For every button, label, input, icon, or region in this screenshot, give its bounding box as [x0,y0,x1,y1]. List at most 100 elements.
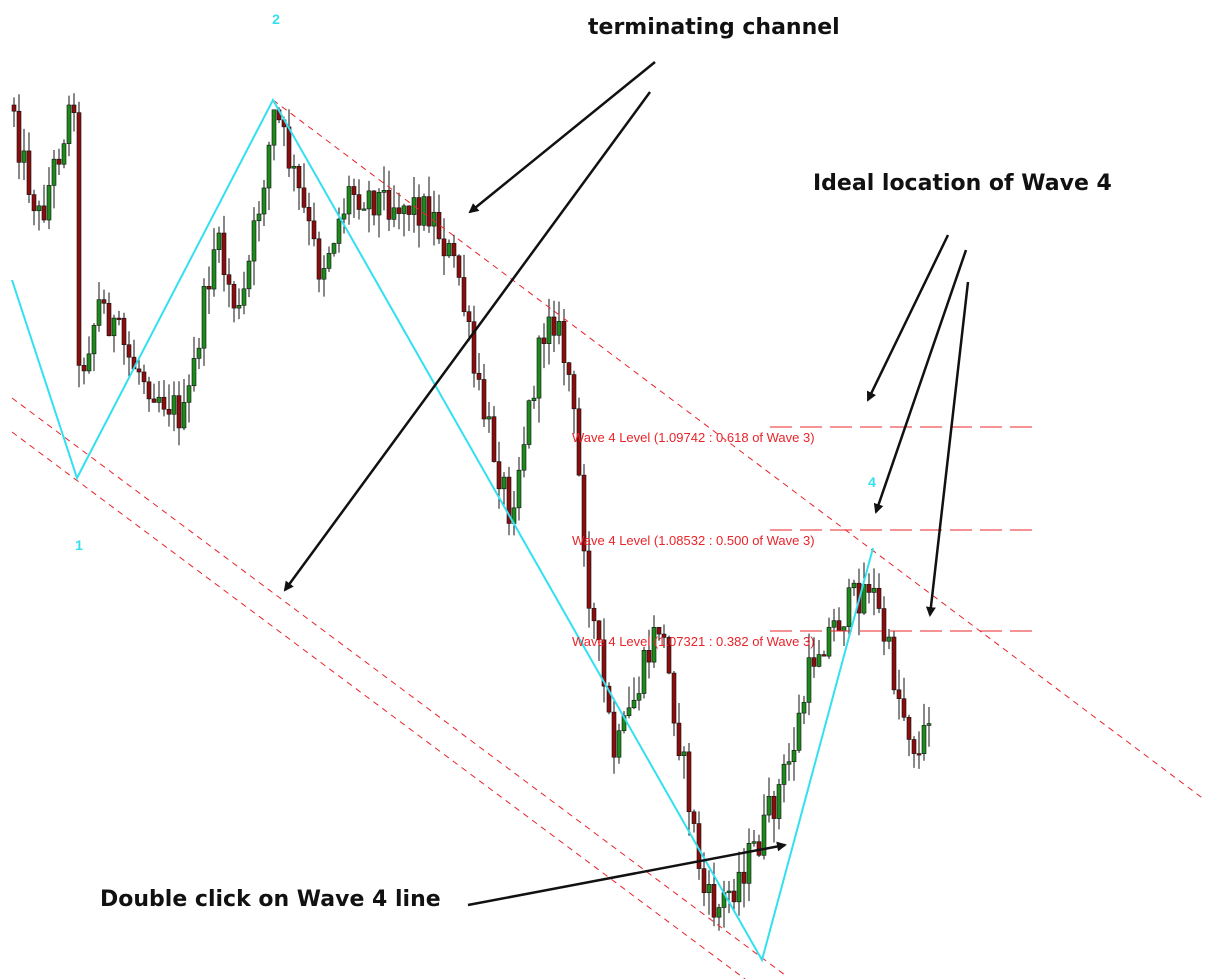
candle-body [416,197,422,226]
candle-body [36,205,42,212]
candle-body [231,284,237,309]
candle-body [351,186,357,195]
annotation: Double click on Wave 4 line [100,887,441,912]
candle-body [886,636,892,642]
candle-body [341,213,347,220]
candle-body [541,337,547,344]
candle-body [531,397,537,401]
level-label: Wave 4 Level (1.07321 : 0.382 of Wave 3) [572,634,815,649]
candle-body [176,395,182,429]
candle-body [446,243,452,257]
candle-body [186,385,192,403]
candle-body [66,104,72,144]
candle-body [866,584,872,593]
candle-body [61,143,67,165]
level-label: Wave 4 Level (1.08532 : 0.500 of Wave 3) [572,533,815,548]
candle-body [751,841,757,844]
candle-body [561,321,567,363]
candle-body [41,205,47,221]
candle-body [471,321,477,374]
candle-body [811,657,817,667]
candle-body [391,207,397,220]
candle-body [881,608,887,642]
candle-body [241,288,247,306]
candle-body [626,707,632,716]
candle-body [761,814,767,856]
candle-body [21,150,27,163]
arrow [866,234,950,402]
candle-body [791,750,797,763]
candle-body [571,374,577,410]
arrow [468,61,656,214]
candle-body [396,207,402,214]
candle-body [166,408,172,415]
candle-body [136,368,142,373]
candle-body [701,868,707,894]
candle-body [221,232,227,275]
candle-body [516,469,522,509]
candle-body [76,112,82,366]
candle-body [781,763,787,785]
candle-body [921,725,927,754]
candle-body [421,196,427,226]
candle-body [106,302,112,337]
candle-body [906,717,912,740]
candle-body [851,582,857,589]
candle-body [381,189,387,193]
annotation: terminating channel [588,15,840,40]
candle-body [901,698,907,718]
candle-body [676,722,682,757]
candle-body [331,243,337,254]
candle-body [151,398,157,403]
candle-body [591,607,597,622]
candle-body [171,395,177,415]
candle-body [116,317,122,320]
candle-body [156,396,162,403]
candle-body [746,843,752,884]
candle-body [261,187,267,215]
candle-body [461,277,467,312]
candle-body [706,884,712,894]
candle-body [346,186,352,215]
candle-body [16,110,22,163]
candle-body [376,192,382,216]
candle-body [636,693,642,701]
candle-body [386,189,392,220]
candle-body [486,416,492,420]
candle-body [871,587,877,593]
candle-body [266,144,272,189]
arrow [467,841,787,907]
candle-body [731,890,737,903]
candle-body [726,890,732,893]
candle-body [271,109,277,146]
candle-body [926,723,932,726]
candle-body [451,243,457,257]
candle-body [776,784,782,819]
candle-body [161,396,167,410]
candle-body [56,158,62,165]
candle-body [546,316,552,344]
candle-body [406,205,412,215]
candle-body [551,316,557,336]
candle-body [181,402,187,429]
candle-body [31,194,37,212]
candle-body [611,711,617,758]
candle-body [556,321,562,336]
candle-body [526,400,532,445]
candle-body [666,637,672,674]
candle-body [46,185,52,221]
candle-body [606,685,612,713]
candle-body [796,712,802,751]
candle-body [356,194,362,210]
candle-body [671,672,677,724]
candle-body [916,753,922,756]
candle-body [771,795,777,819]
candle-body [126,344,132,358]
candles [11,93,932,931]
candle-body [146,381,152,400]
candle-body [216,232,222,250]
candle-body [311,220,317,240]
candle-body [321,268,327,280]
candle-body [846,587,852,628]
